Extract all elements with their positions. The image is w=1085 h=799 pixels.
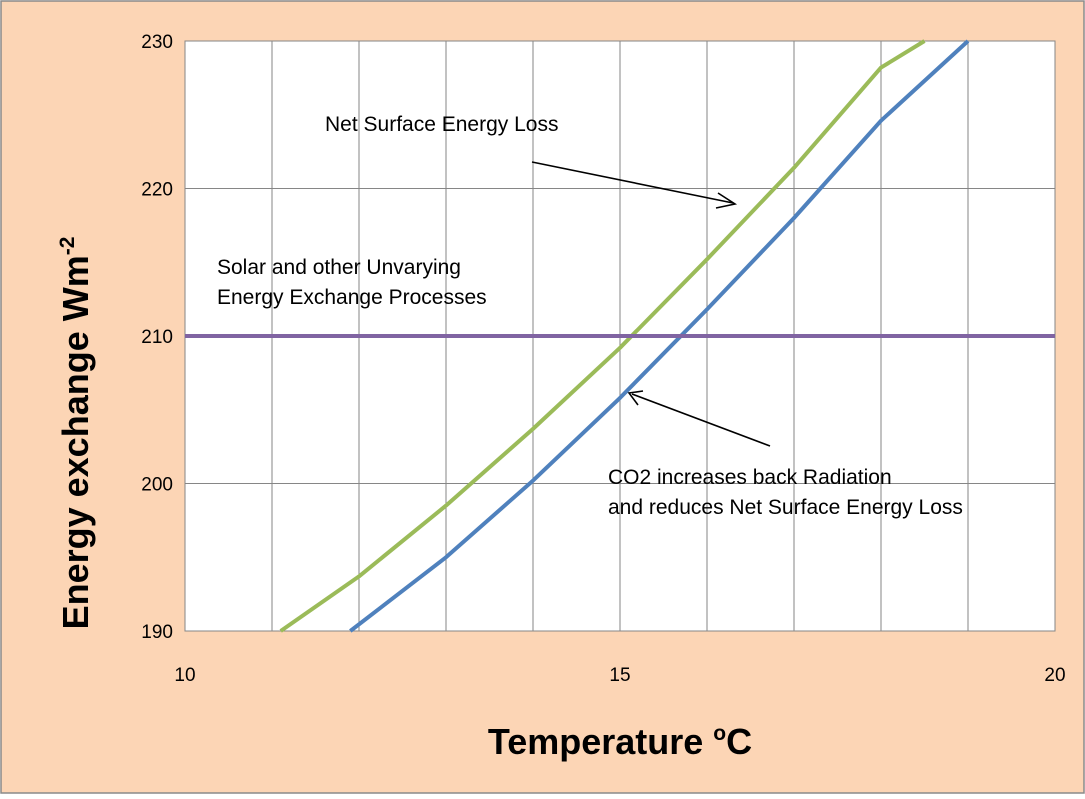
x-tick-label: 10 (174, 665, 195, 686)
series-line-green (279, 39, 926, 633)
x-tick-label: 15 (609, 665, 630, 686)
annotation-line: CO2 increases back Radiation (608, 466, 892, 489)
y-axis-title: Energy exchange Wm-2 (55, 237, 96, 630)
annotation-line: Energy Exchange Processes (217, 286, 487, 309)
annotation-net-surface-energy-loss: Net Surface Energy Loss (325, 113, 558, 136)
series-line-blue (349, 39, 970, 633)
annotation-co2-back-radiation: CO2 increases back Radiation and reduces … (608, 466, 963, 519)
y-tick-label: 210 (141, 327, 173, 348)
arrow-net-loss-shaft (531, 161, 734, 204)
x-tick-label: 20 (1044, 665, 1065, 686)
annotation-line: Net Surface Energy Loss (325, 113, 558, 136)
y-tick-label: 230 (141, 32, 173, 53)
arrow-co2-head (627, 390, 644, 406)
series-layer (185, 39, 1055, 633)
annotations: Net Surface Energy Loss Solar and other … (217, 113, 963, 519)
annotation-line: and reduces Net Surface Energy Loss (608, 496, 963, 519)
y-tick-label: 220 (141, 180, 173, 201)
y-tick-label: 190 (141, 622, 173, 643)
x-axis-title: Temperature oC (488, 721, 752, 762)
arrow-net-loss-head (715, 192, 738, 209)
annotation-solar-unvarying: Solar and other Unvarying Energy Exchange… (217, 256, 487, 309)
tick-labels: 190 200 210 220 230 10 15 20 (141, 32, 1065, 686)
annotation-line: Solar and other Unvarying (217, 256, 461, 279)
y-tick-label: 200 (141, 475, 173, 496)
arrow-co2-shaft (631, 393, 771, 447)
